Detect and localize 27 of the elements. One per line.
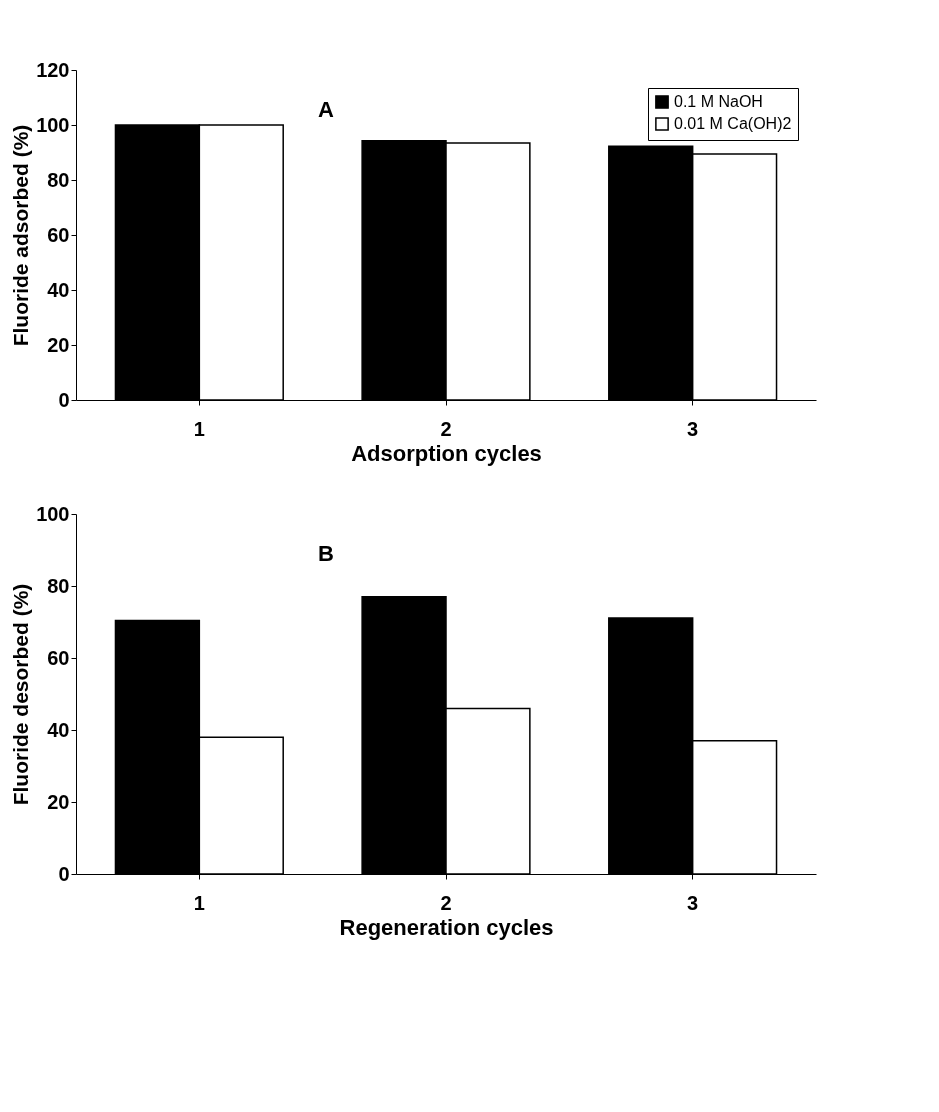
y-tick-label: 100 (36, 113, 70, 136)
y-tick-label: 0 (58, 862, 70, 885)
x-tick-label: 3 (687, 417, 699, 440)
y-axis-title: Fluoride adsorbed (%) (9, 124, 33, 347)
y-tick-label: 80 (47, 574, 70, 597)
x-tick-label: 2 (440, 417, 452, 440)
y-tick-label: 20 (47, 790, 70, 813)
y-tick-label: 100 (36, 502, 70, 525)
x-tick-label: 2 (440, 891, 452, 914)
y-tick-label: 0 (58, 388, 70, 411)
legend-label: 0.01 M Ca(OH)2 (674, 115, 792, 132)
y-tick-label: 60 (47, 646, 70, 669)
y-tick-label: 40 (47, 278, 70, 301)
y-tick-label: 20 (47, 333, 70, 356)
y-tick-label: 120 (36, 58, 70, 81)
y-axis-title: Fluoride desorbed (%) (9, 583, 33, 806)
x-tick-label: 1 (193, 417, 205, 440)
y-tick-label: 60 (47, 223, 70, 246)
legend-label: 0.1 M NaOH (674, 93, 763, 110)
x-tick-label: 3 (687, 891, 699, 914)
y-tick-label: 80 (47, 168, 70, 191)
x-axis-title: Adsorption cycles (351, 440, 542, 466)
annotation: B (318, 541, 334, 566)
x-tick-label: 1 (193, 891, 205, 914)
y-tick-label: 40 (47, 718, 70, 741)
x-axis-title: Regeneration cycles (339, 914, 554, 940)
annotation: A (318, 97, 335, 122)
